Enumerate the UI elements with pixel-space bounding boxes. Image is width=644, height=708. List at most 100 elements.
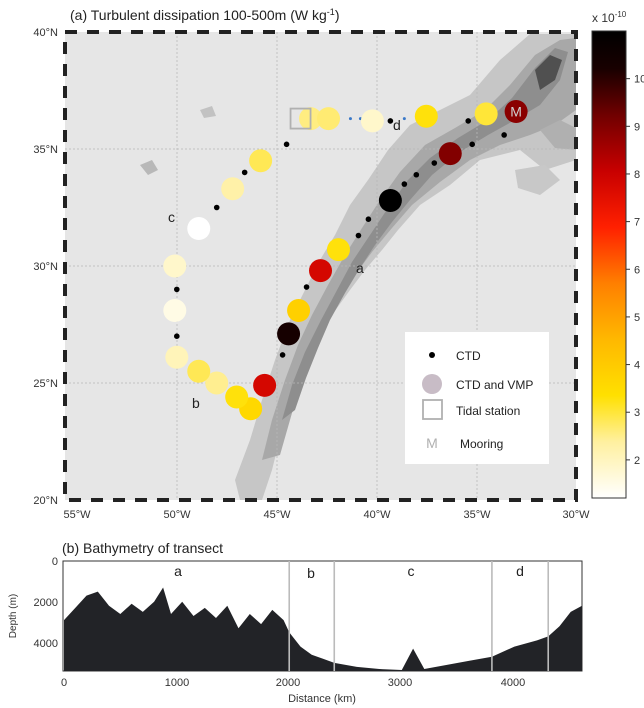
- ctd-station: [431, 160, 438, 166]
- vmp-station: [205, 371, 229, 395]
- legend-label-mooring: Mooring: [460, 437, 503, 451]
- map-x-ticks: 55°W 50°W 45°W 40°W 35°W 30°W: [63, 509, 590, 521]
- map-section-labels: a b c d: [168, 117, 401, 411]
- colorbar-gradient: [591, 30, 627, 499]
- colorbar-tick-label: 9: [634, 121, 640, 133]
- tidal-station-marker: [289, 107, 312, 130]
- bathymetry-area: [64, 587, 582, 671]
- x-tick-50w: 50°W: [163, 509, 191, 521]
- colorbar-ticks: 2 3 4 5 6 7 8 9 10: [626, 74, 644, 467]
- bathy-y-axis-label: Depth (m): [8, 594, 19, 638]
- vmp-station: [287, 298, 311, 322]
- vmp-station: [309, 259, 333, 283]
- vmp-station: [360, 109, 384, 133]
- station-markers: M: [163, 100, 528, 421]
- colorbar-tick-label: 6: [634, 264, 640, 276]
- ctd-station: [501, 132, 507, 138]
- x-tick-35w: 35°W: [463, 509, 491, 521]
- ridge-bathymetry: [140, 34, 576, 500]
- legend: CTD CTD and VMP Tidal station M Mooring: [405, 332, 549, 464]
- vmp-station: [378, 188, 402, 212]
- bathy-y-ticks: 0 2000 4000: [34, 556, 58, 650]
- bathy-section-label-d: d: [516, 563, 524, 579]
- ctd-station: [355, 232, 362, 239]
- map-title: (a) Turbulent dissipation 100-500m (W kg…: [70, 7, 339, 23]
- colorbar-tick-label: 7: [634, 217, 640, 229]
- legend-label-ctd: CTD: [456, 349, 481, 363]
- ctd-station: [279, 352, 286, 358]
- vmp-station: [504, 100, 528, 124]
- ctd-station: [283, 141, 290, 148]
- colorbar: x 10-10 2 3 4 5 6 7 8 9 10: [591, 10, 644, 499]
- bathy-x-tick-3000: 3000: [388, 677, 412, 689]
- ctd-station: [241, 169, 248, 176]
- y-tick-20n: 20°N: [33, 495, 58, 507]
- ctd-station: [387, 118, 394, 124]
- x-tick-30w: 30°W: [562, 509, 590, 521]
- y-tick-35n: 35°N: [33, 144, 58, 156]
- map-panel: (a) Turbulent dissipation 100-500m (W kg…: [33, 7, 590, 521]
- ctd-station: [469, 141, 476, 148]
- ctd-station: [213, 204, 220, 211]
- ctd-station: [365, 216, 372, 222]
- colorbar-tick-label: 8: [634, 169, 640, 181]
- colorbar-tick-label: 10: [634, 74, 644, 86]
- map-gridlines: [65, 32, 576, 500]
- legend-label-tidal: Tidal station: [456, 404, 520, 418]
- vmp-station: [326, 238, 350, 262]
- vmp-station: [316, 107, 340, 131]
- vmp-station: [163, 298, 187, 322]
- x-tick-45w: 45°W: [263, 509, 291, 521]
- mooring-marker: M: [510, 104, 522, 120]
- section-label-b: b: [192, 395, 200, 411]
- bathy-y-tick-4000: 4000: [34, 638, 58, 650]
- bathy-x-tick-1000: 1000: [165, 677, 189, 689]
- vmp-station: [253, 373, 277, 397]
- ctd-station: [174, 333, 180, 340]
- bathy-section-labels: a b c d: [174, 563, 524, 581]
- path-dot: [348, 117, 352, 121]
- ctd-station: [401, 181, 408, 187]
- map-frame: [63, 30, 578, 502]
- vmp-station: [414, 104, 438, 128]
- bathy-x-tick-0: 0: [61, 677, 67, 689]
- path-dot: [402, 117, 406, 121]
- map-y-ticks: 40°N 35°N 30°N 25°N 20°N: [33, 27, 58, 507]
- colorbar-tick-label: 5: [634, 312, 640, 324]
- legend-box: [405, 332, 549, 464]
- ctd-legend-symbol: [429, 352, 435, 358]
- section-label-a: a: [356, 260, 364, 276]
- section-label-d: d: [393, 117, 401, 133]
- vmp-station: [249, 149, 273, 173]
- colorbar-tick-label: 4: [634, 360, 640, 372]
- bathy-x-axis-label: Distance (km): [288, 693, 356, 705]
- y-tick-25n: 25°N: [33, 378, 58, 390]
- vmp-station: [277, 322, 301, 346]
- ctd-station: [303, 284, 310, 290]
- mooring-legend-symbol: M: [426, 435, 438, 451]
- vmp-station: [187, 359, 211, 383]
- bathymetry-title: (b) Bathymetry of transect: [62, 540, 223, 556]
- bathy-section-label-c: c: [408, 563, 415, 579]
- ctd-station: [465, 118, 472, 124]
- bathy-y-tick-0: 0: [52, 556, 58, 568]
- tidal-station-legend-symbol: [422, 399, 443, 420]
- bathy-y-tick-2000: 2000: [34, 597, 58, 609]
- vmp-station: [163, 254, 187, 278]
- x-tick-55w: 55°W: [63, 509, 91, 521]
- section-label-c: c: [168, 209, 175, 225]
- vmp-legend-symbol: [422, 374, 442, 394]
- colorbar-multiplier: x 10-10: [592, 10, 627, 25]
- colorbar-tick-label: 3: [634, 407, 640, 419]
- y-tick-40n: 40°N: [33, 27, 58, 39]
- colorbar-tick-label: 2: [634, 455, 640, 467]
- bathy-section-label-a: a: [174, 563, 182, 579]
- x-tick-40w: 40°W: [363, 509, 391, 521]
- bathy-section-label-b: b: [307, 565, 315, 581]
- vmp-station: [165, 345, 189, 369]
- y-tick-30n: 30°N: [33, 261, 58, 273]
- ctd-station: [174, 286, 180, 293]
- ctd-station: [413, 171, 420, 178]
- vmp-station: [225, 385, 249, 409]
- vmp-station: [474, 102, 498, 126]
